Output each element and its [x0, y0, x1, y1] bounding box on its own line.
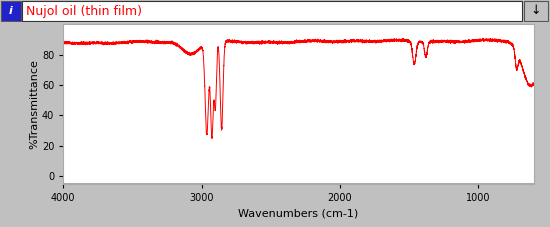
Text: i: i	[9, 6, 13, 16]
X-axis label: Wavenumbers (cm-1): Wavenumbers (cm-1)	[238, 208, 359, 218]
FancyBboxPatch shape	[524, 1, 548, 21]
Text: ↓: ↓	[531, 5, 541, 17]
FancyBboxPatch shape	[22, 1, 522, 21]
FancyBboxPatch shape	[1, 1, 21, 21]
Text: Nujol oil (thin film): Nujol oil (thin film)	[26, 5, 142, 17]
Y-axis label: %Transmittance: %Transmittance	[29, 59, 39, 149]
